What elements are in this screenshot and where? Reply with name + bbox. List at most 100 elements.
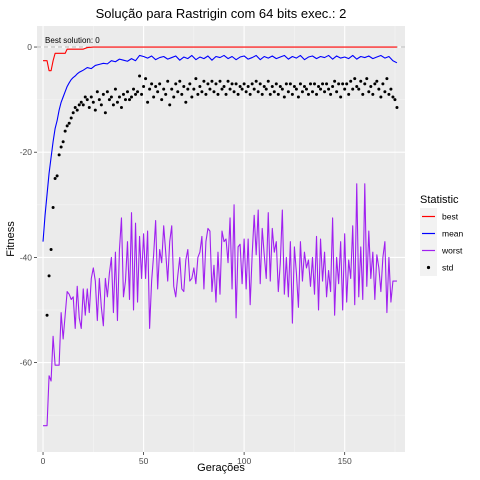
std-point (65, 124, 69, 128)
std-point (138, 74, 142, 78)
std-point (101, 92, 105, 96)
y-tick-label: 0 (27, 42, 32, 52)
std-point (238, 84, 242, 88)
std-point (67, 121, 71, 125)
std-point (335, 90, 339, 94)
std-point (385, 77, 389, 81)
std-point (244, 90, 248, 94)
std-point (184, 100, 188, 104)
std-point (389, 87, 393, 91)
std-point (355, 84, 359, 88)
std-point (232, 90, 236, 94)
std-point (339, 95, 343, 99)
std-point (204, 92, 208, 96)
std-point (331, 84, 335, 88)
x-tick-label: 100 (237, 456, 251, 466)
std-point (130, 95, 134, 99)
std-point (296, 95, 300, 99)
std-point (170, 87, 174, 91)
series-worst (43, 183, 397, 427)
legend-label: mean (442, 229, 464, 239)
std-point (329, 92, 333, 96)
std-point (395, 106, 399, 110)
std-point (123, 98, 127, 102)
std-point (81, 103, 85, 107)
std-point (234, 82, 238, 86)
std-point (196, 92, 200, 96)
x-tick-label: 50 (139, 456, 149, 466)
std-point (49, 248, 53, 252)
std-point (393, 98, 397, 102)
std-point (260, 92, 264, 96)
std-point (256, 90, 260, 94)
y-tick-label: -40 (20, 252, 33, 262)
std-point (284, 82, 288, 86)
std-point (168, 103, 172, 107)
std-point (371, 92, 375, 96)
std-point (216, 92, 220, 96)
legend-label: std (442, 263, 454, 273)
std-point (343, 87, 347, 91)
legend-key-point (426, 265, 431, 270)
std-point (146, 100, 150, 104)
std-point (57, 153, 61, 157)
std-point (99, 103, 103, 107)
std-point (254, 79, 258, 83)
std-point (156, 90, 160, 94)
std-point (208, 87, 212, 91)
std-point (351, 87, 355, 91)
std-point (248, 92, 252, 96)
std-point (47, 274, 51, 278)
std-point (115, 100, 119, 104)
std-point (298, 82, 302, 86)
std-point (55, 174, 59, 178)
std-point (290, 92, 294, 96)
std-point (73, 106, 77, 110)
std-point (85, 98, 89, 102)
std-point (272, 90, 276, 94)
std-point (236, 92, 240, 96)
std-point (202, 79, 206, 83)
std-point (321, 82, 325, 86)
std-point (264, 87, 268, 91)
std-point (327, 87, 331, 91)
std-point (220, 87, 224, 91)
std-point (345, 82, 349, 86)
legend-label: best (442, 212, 459, 222)
std-point (387, 92, 391, 96)
std-point (188, 82, 192, 86)
std-point (337, 82, 341, 86)
std-point (150, 82, 154, 86)
std-point (206, 82, 210, 86)
std-point (270, 84, 274, 88)
std-point (258, 82, 262, 86)
std-point (353, 77, 357, 81)
legend-item-mean: mean (420, 225, 464, 242)
std-point (212, 90, 216, 94)
std-point (315, 92, 319, 96)
legend-title: Statistic (420, 194, 459, 206)
std-point (325, 82, 329, 86)
std-point (210, 79, 214, 83)
std-point (280, 87, 284, 91)
std-point (75, 108, 79, 112)
std-point (224, 92, 228, 96)
std-point (148, 87, 152, 91)
std-point (323, 90, 327, 94)
std-point (71, 111, 75, 115)
std-point (369, 84, 373, 88)
std-point (95, 90, 99, 94)
std-point (359, 79, 363, 83)
plot-panel (37, 26, 405, 452)
std-point (218, 79, 222, 83)
std-point (288, 82, 292, 86)
best-line (43, 46, 397, 72)
worst-line (43, 183, 397, 427)
std-point (144, 77, 148, 81)
std-point (240, 87, 244, 91)
std-point (310, 90, 314, 94)
series-layer (42, 46, 399, 427)
std-point (103, 111, 107, 115)
y-axis-ticks: 0 -20 -40 -60 (20, 42, 37, 368)
x-axis-title: Gerações (197, 462, 245, 474)
